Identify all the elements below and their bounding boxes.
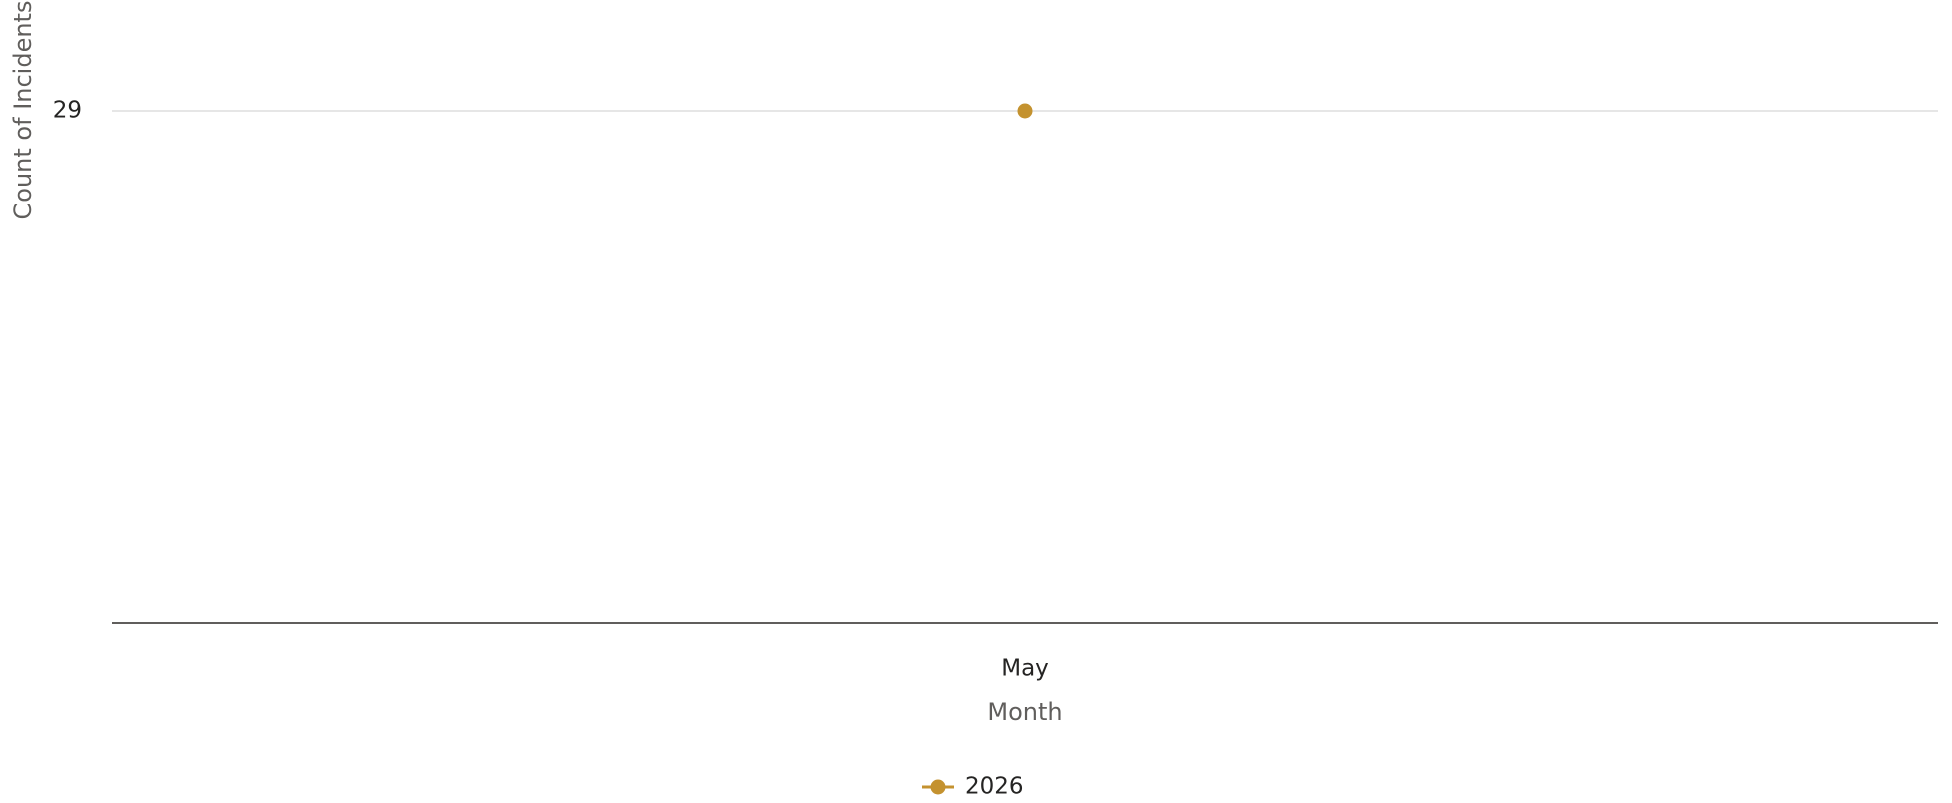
y-axis-title: Count of Incidents bbox=[9, 1, 37, 220]
y-tick-label: 29 bbox=[53, 98, 82, 124]
point bbox=[1017, 103, 1033, 119]
legend-marker bbox=[930, 779, 946, 795]
legend-label: 2026 bbox=[965, 774, 1024, 800]
x-tick-label: May bbox=[1001, 656, 1049, 682]
x-axis-title: Month bbox=[987, 698, 1062, 726]
